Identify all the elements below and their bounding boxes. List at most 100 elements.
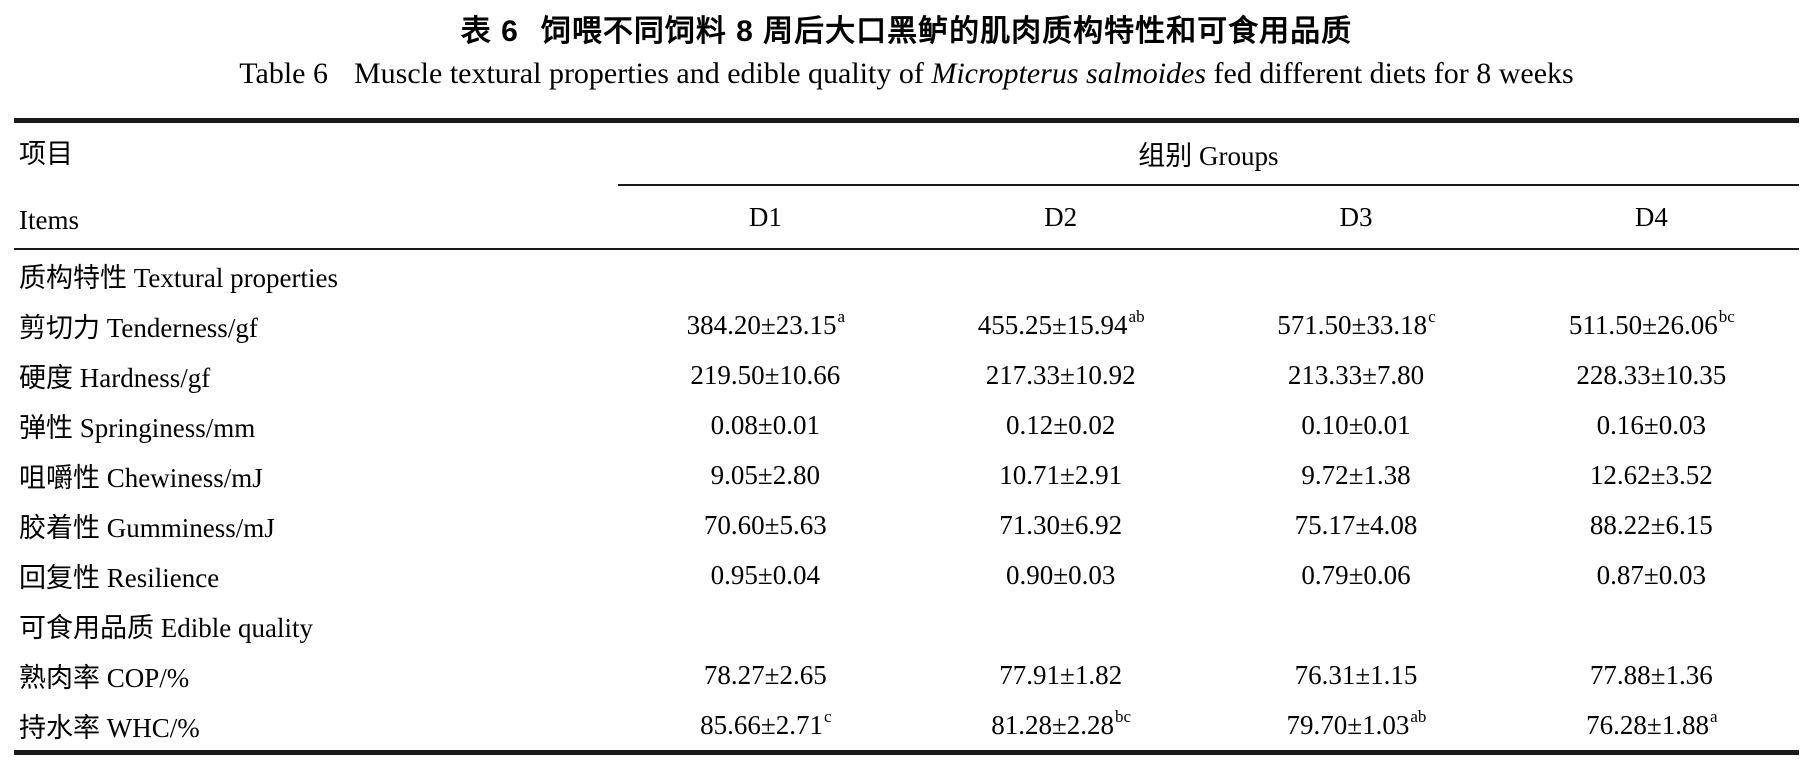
value-text: 0.10±0.01 <box>1301 409 1411 440</box>
cell-chewiness-d4: 12.62±3.52 <box>1504 450 1799 500</box>
data-table: 项目 Items 组别 Groups D1 D2 D3 D4 质构特性 Text… <box>14 118 1799 755</box>
row-label-cop: 熟肉率 COP/% <box>19 662 190 693</box>
col-header-d4: D4 <box>1503 185 1799 250</box>
header-row-groups: 项目 Items 组别 Groups <box>14 120 1799 250</box>
value-text: 0.16±0.03 <box>1596 409 1706 440</box>
value-text: 9.05±2.80 <box>710 459 820 490</box>
table-row-section-textural: 质构特性 Textural properties <box>14 249 1799 300</box>
value-text: 76.31±1.15 <box>1294 659 1418 690</box>
value-text: 0.08±0.01 <box>710 409 820 440</box>
cell-gumminess-d2: 71.30±6.92 <box>913 500 1208 550</box>
value-text: 213.33±7.80 <box>1287 359 1425 390</box>
value-text: 0.90±0.03 <box>1006 559 1116 590</box>
value-text: 228.33±10.35 <box>1576 359 1727 390</box>
row-label-hardness: 硬度 Hardness/gf <box>19 362 211 393</box>
cell-tenderness-d3: 571.50±33.18c <box>1208 300 1503 350</box>
table-title-en-before: Muscle textural properties and edible qu… <box>354 57 932 90</box>
cell-tenderness-d4: 511.50±26.06bc <box>1504 300 1799 350</box>
table-number-zh: 表 6 <box>460 15 519 48</box>
cell-hardness-d1: 219.50±10.66 <box>618 350 913 400</box>
cell-resilience-d3: 0.79±0.06 <box>1208 550 1503 600</box>
value-text: 81.28±2.28 <box>991 709 1115 740</box>
table-row-resilience: 回复性 Resilience 0.95±0.04 0.90±0.03 0.79±… <box>14 550 1799 600</box>
cell-whc-d4: 76.28±1.88a <box>1504 700 1799 753</box>
sig-superscript: bc <box>1718 306 1735 326</box>
section-label-textural: 质构特性 Textural properties <box>19 262 339 293</box>
cell-resilience-d2: 0.90±0.03 <box>913 550 1208 600</box>
value-text: 0.12±0.02 <box>1006 409 1116 440</box>
table-row-section-edible: 可食用品质 Edible quality <box>14 600 1799 650</box>
table-row-gumminess: 胶着性 Gumminess/mJ 70.60±5.63 71.30±6.92 7… <box>14 500 1799 550</box>
row-label-whc: 持水率 WHC/% <box>19 712 200 743</box>
row-label-springiness: 弹性 Springiness/mm <box>19 412 256 443</box>
value-text: 217.33±10.92 <box>985 359 1136 390</box>
cell-gumminess-d1: 70.60±5.63 <box>618 500 913 550</box>
items-header-en: Items <box>19 205 79 235</box>
cell-gumminess-d4: 88.22±6.15 <box>1504 500 1799 550</box>
row-label-tenderness: 剪切力 Tenderness/gf <box>19 312 258 343</box>
value-text: 455.25±15.94 <box>977 309 1128 340</box>
row-label-chewiness: 咀嚼性 Chewiness/mJ <box>19 462 263 493</box>
value-text: 88.22±6.15 <box>1589 509 1713 540</box>
value-text: 571.50±33.18 <box>1277 309 1428 340</box>
cell-chewiness-d1: 9.05±2.80 <box>618 450 913 500</box>
value-text: 71.30±6.92 <box>999 509 1123 540</box>
cell-chewiness-d2: 10.71±2.91 <box>913 450 1208 500</box>
groups-header-cell: 组别 Groups <box>617 120 1799 186</box>
cell-whc-d2: 81.28±2.28bc <box>913 700 1208 753</box>
value-text: 85.66±2.71 <box>700 709 823 740</box>
value-text: 78.27±2.65 <box>703 659 827 690</box>
cell-springiness-d1: 0.08±0.01 <box>618 400 913 450</box>
table-row-whc: 持水率 WHC/% 85.66±2.71c 81.28±2.28bc 79.70… <box>14 700 1799 753</box>
sig-superscript: c <box>1428 306 1436 326</box>
section-label-edible: 可食用品质 Edible quality <box>19 612 313 643</box>
row-label-resilience: 回复性 Resilience <box>19 562 220 593</box>
sig-superscript: a <box>837 306 846 326</box>
cell-springiness-d3: 0.10±0.01 <box>1208 400 1503 450</box>
cell-tenderness-d2: 455.25±15.94ab <box>913 300 1208 350</box>
items-header-inner: 项目 Items <box>14 123 618 248</box>
cell-hardness-d2: 217.33±10.92 <box>913 350 1208 400</box>
cell-cop-d2: 77.91±1.82 <box>913 650 1208 700</box>
sig-superscript: a <box>1709 706 1718 726</box>
value-text: 9.72±1.38 <box>1301 459 1411 490</box>
value-text: 0.79±0.06 <box>1301 559 1411 590</box>
items-header-cell: 项目 Items <box>14 120 618 250</box>
row-label-gumminess: 胶着性 Gumminess/mJ <box>19 512 275 543</box>
table-title-zh-text: 饲喂不同饲料 8 周后大口黑鲈的肌肉质构特性和可食用品质 <box>540 15 1353 48</box>
value-text: 0.95±0.04 <box>710 559 820 590</box>
cell-cop-d3: 76.31±1.15 <box>1208 650 1503 700</box>
table-title-en-after: fed different diets for 8 weeks <box>1206 57 1574 90</box>
cell-tenderness-d1: 384.20±23.15a <box>618 300 913 350</box>
cell-hardness-d3: 213.33±7.80 <box>1208 350 1503 400</box>
value-text: 79.70±1.03 <box>1286 709 1410 740</box>
page-title-zh: 表 6 饲喂不同饲料 8 周后大口黑鲈的肌肉质构特性和可食用品质 <box>0 12 1813 52</box>
header-row-diets: D1 D2 D3 D4 <box>14 185 1799 250</box>
cell-chewiness-d3: 9.72±1.38 <box>1208 450 1503 500</box>
value-text: 511.50±26.06 <box>1568 309 1718 340</box>
sig-superscript: c <box>823 706 832 726</box>
cell-cop-d1: 78.27±2.65 <box>618 650 913 700</box>
table-row-chewiness: 咀嚼性 Chewiness/mJ 9.05±2.80 10.71±2.91 9.… <box>14 450 1799 500</box>
cell-gumminess-d3: 75.17±4.08 <box>1208 500 1503 550</box>
value-text: 219.50±10.66 <box>690 359 841 390</box>
page-title-en: Table 6 Muscle textural properties and ed… <box>0 52 1813 96</box>
table-row-hardness: 硬度 Hardness/gf 219.50±10.66 217.33±10.92… <box>14 350 1799 400</box>
value-text: 12.62±3.52 <box>1589 459 1713 490</box>
cell-springiness-d4: 0.16±0.03 <box>1504 400 1799 450</box>
cell-springiness-d2: 0.12±0.02 <box>913 400 1208 450</box>
sig-superscript: ab <box>1410 706 1427 726</box>
sig-superscript: bc <box>1115 706 1132 726</box>
cell-cop-d4: 77.88±1.36 <box>1504 650 1799 700</box>
sig-superscript: ab <box>1128 306 1145 326</box>
value-text: 77.88±1.36 <box>1589 659 1713 690</box>
table-row-springiness: 弹性 Springiness/mm 0.08±0.01 0.12±0.02 0.… <box>14 400 1799 450</box>
table-row-cop: 熟肉率 COP/% 78.27±2.65 77.91±1.82 76.31±1.… <box>14 650 1799 700</box>
value-text: 75.17±4.08 <box>1294 509 1418 540</box>
species-name-italic: Micropterus salmoides <box>931 57 1207 90</box>
table-number-en: Table 6 <box>239 57 328 90</box>
table-row-tenderness: 剪切力 Tenderness/gf 384.20±23.15a 455.25±1… <box>14 300 1799 350</box>
value-text: 70.60±5.63 <box>703 509 827 540</box>
cell-whc-d3: 79.70±1.03ab <box>1208 700 1503 753</box>
col-header-d3: D3 <box>1208 185 1504 250</box>
